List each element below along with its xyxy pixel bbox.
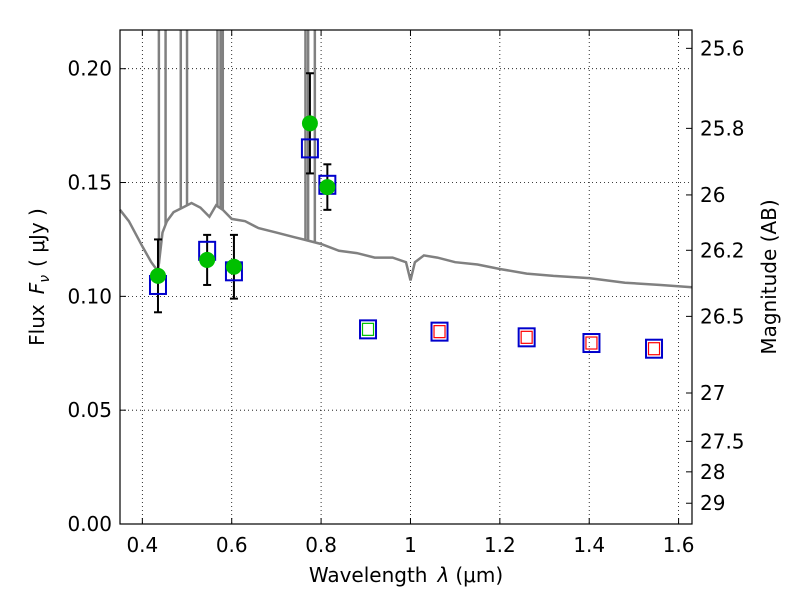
y2-axis-title: Magnitude (AB)	[757, 199, 781, 354]
x-tick-label: 0.8	[305, 533, 337, 557]
y2-tick-label: 25.6	[700, 36, 745, 60]
model-flux-box	[359, 319, 378, 340]
y-tick-label: 0.20	[67, 57, 112, 81]
x-tick-label: 1.2	[484, 533, 516, 557]
model-flux-box	[517, 327, 536, 348]
model-flux-box	[582, 333, 601, 354]
grid-layer	[120, 30, 692, 525]
y-tick-label: 0.10	[67, 284, 112, 308]
x-axis-title: Wavelength λ (μm)	[309, 563, 503, 587]
observed-point	[225, 258, 242, 275]
inner-flux-box	[585, 336, 598, 350]
y2-tick-label: 29	[700, 491, 725, 515]
y-tick-label: 0.05	[67, 398, 112, 422]
inner-flux-box	[433, 325, 446, 339]
y2-axis-ticks: 25.6 25.8 26 26.2 26.5 27 27.5 28 29	[686, 36, 745, 515]
y2-tick-label: 26	[700, 183, 725, 207]
y2-tick-label: 26.5	[700, 304, 745, 328]
model-photometry-boxes	[148, 138, 664, 359]
x-tick-label: 0.6	[216, 533, 248, 557]
y-tick-label: 0.00	[67, 512, 112, 536]
inner-flux-box	[520, 330, 533, 344]
model-flux-box	[430, 321, 449, 342]
x-tick-label: 0.4	[126, 533, 158, 557]
inner-flux-box	[647, 342, 661, 356]
observed-flux-points	[149, 115, 336, 284]
y2-tick-label: 28	[700, 460, 725, 484]
y2-tick-label: 27.5	[700, 429, 745, 453]
y2-tick-label: 27	[700, 381, 725, 405]
model-flux-box	[300, 138, 319, 159]
plot-frame	[119, 29, 693, 525]
x-tick-label: 1	[404, 533, 417, 557]
observed-point	[149, 267, 166, 284]
inner-flux-box	[361, 322, 375, 336]
y-tick-label: 0.15	[67, 171, 112, 195]
sed-continuum-line	[119, 201, 693, 289]
sed-model-spectrum	[119, 30, 693, 289]
observed-point	[319, 179, 336, 196]
x-axis-ticks: 0.4 0.6 0.8 1 1.2 1.4 1.6	[126, 30, 695, 557]
y-axis-ticks: 0.00 0.05 0.10 0.15 0.20	[67, 57, 126, 536]
observed-point	[301, 115, 318, 132]
x-tick-label: 1.6	[663, 533, 695, 557]
model-flux-box	[645, 338, 664, 359]
y2-tick-label: 25.8	[700, 116, 745, 140]
y-axis-title: FluxFν( μJy )	[25, 208, 53, 346]
x-tick-label: 1.4	[573, 533, 605, 557]
observed-point	[199, 251, 216, 268]
y2-tick-label: 26.2	[700, 238, 745, 262]
